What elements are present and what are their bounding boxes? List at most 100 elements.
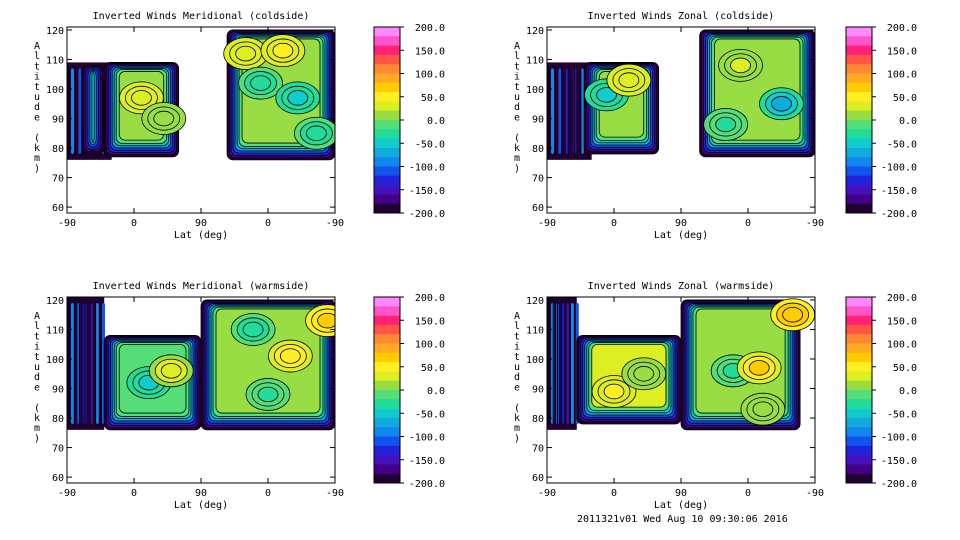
colorbar-swatch <box>846 324 872 335</box>
colorbar-swatch <box>374 101 400 111</box>
contour-ellipse <box>618 72 640 88</box>
y-axis-label-char: t <box>34 331 40 342</box>
contour-ellipse <box>272 42 294 59</box>
y-axis-label-char: t <box>514 352 520 363</box>
colorbar-swatch <box>846 203 872 214</box>
y-axis-label-char: ( <box>34 133 40 144</box>
colorbar-label: 0.0 <box>899 116 917 127</box>
colorbar-swatch <box>374 45 400 56</box>
colorbar-label: 100.0 <box>415 70 445 81</box>
x-tick-label: 0 <box>131 488 137 499</box>
y-axis-label-char: ( <box>34 403 40 414</box>
x-tick-label: 0 <box>265 488 271 499</box>
y-tick-label: 70 <box>52 174 64 185</box>
colorbar-swatch <box>846 352 872 363</box>
colorbar-swatch <box>846 82 872 93</box>
colorbar-swatch <box>846 399 872 409</box>
y-axis-label-char: A <box>514 41 520 52</box>
contour-ellipse <box>305 125 327 142</box>
colorbar-swatch <box>374 138 400 149</box>
colorbar-label: 50.0 <box>421 363 445 374</box>
contour-ellipse <box>730 57 751 74</box>
y-axis-label-char: ( <box>514 133 520 144</box>
y-axis-label-char: A <box>514 311 520 322</box>
colorbar-swatch <box>846 101 872 111</box>
y-axis-label-char: k <box>514 413 520 424</box>
colorbar-label: 150.0 <box>887 316 917 327</box>
colorbar-swatch <box>374 371 400 381</box>
contour-spot <box>305 304 335 338</box>
colorbar-swatch <box>374 54 400 65</box>
contour-ellipse <box>287 90 309 106</box>
chart-panel-4: Inverted Winds Zonal (warmside) -90 0 90 0 -9… <box>514 281 917 511</box>
contour-ellipse <box>596 87 617 103</box>
colorbar-swatch <box>374 92 400 102</box>
y-axis-label-char: t <box>34 61 40 72</box>
contour-ellipse <box>153 110 175 127</box>
contour-band <box>570 303 574 424</box>
x-axis-label: Lat (deg) <box>654 500 708 511</box>
x-tick-label: 0 <box>611 488 617 499</box>
y-axis-label-char: m <box>514 153 520 164</box>
y-axis-label-char: l <box>34 51 40 62</box>
y-axis-label-char: k <box>514 143 520 154</box>
colorbar-swatch <box>846 27 872 37</box>
colorbar-swatch <box>374 175 400 186</box>
x-tick-label: 0 <box>611 218 617 229</box>
colorbar-swatch <box>374 36 400 46</box>
contour-ellipse <box>782 306 804 323</box>
y-tick-label: 100 <box>526 355 544 366</box>
y-axis-label-char: k <box>34 143 40 154</box>
colorbar-swatch <box>374 157 400 167</box>
y-axis-label-char: d <box>34 102 40 113</box>
y-tick-label: 90 <box>52 385 64 396</box>
contour-spot <box>606 63 652 97</box>
x-tick-label: 90 <box>675 218 687 229</box>
y-axis-label-char: A <box>34 311 40 322</box>
colorbar: 200.0 150.0 100.0 50.0 0.0 -50.0 -100.0 -150.0 -… <box>845 293 917 490</box>
contour-spot <box>267 339 313 373</box>
y-tick-label: 90 <box>532 115 544 126</box>
y-tick-label: 110 <box>46 55 64 66</box>
colorbar-swatch <box>374 334 400 344</box>
contour-ellipse <box>771 96 792 112</box>
contour-band <box>91 70 95 144</box>
colorbar-swatch <box>374 445 400 456</box>
y-tick-label: 120 <box>46 26 64 37</box>
y-axis-label-char: u <box>514 362 520 373</box>
colorbar: 200.0 150.0 100.0 50.0 0.0 -50.0 -100.0 -150.0 -… <box>373 293 445 490</box>
colorbar-swatch <box>374 427 400 437</box>
contour-ellipse <box>748 360 770 376</box>
y-axis-label-char: e <box>34 382 40 393</box>
y-tick-label: 60 <box>52 473 64 484</box>
contour-band <box>71 68 74 154</box>
colorbar-swatch <box>374 436 400 447</box>
contour-ellipse <box>633 366 655 382</box>
y-tick-label: 70 <box>532 444 544 455</box>
plot-area <box>547 297 815 431</box>
y-axis-label-char: u <box>34 362 40 373</box>
y-axis-label-char: e <box>514 382 520 393</box>
y-tick-label: 80 <box>532 144 544 155</box>
y-axis-label-char: d <box>514 372 520 383</box>
colorbar-swatch <box>374 27 400 37</box>
contour-spot <box>718 48 763 82</box>
x-tick-label: 0 <box>745 488 751 499</box>
contour-spot <box>141 102 187 135</box>
colorbar-swatch <box>846 175 872 186</box>
x-tick-label: -90 <box>326 488 344 499</box>
colorbar-swatch <box>374 464 400 474</box>
x-tick-label: 90 <box>675 488 687 499</box>
chart-title: Inverted Winds Zonal (warmside) <box>588 281 775 292</box>
colorbar-swatch <box>846 464 872 474</box>
y-axis-label-char: e <box>514 112 520 123</box>
contour-ellipse <box>752 401 774 417</box>
colorbar-swatch <box>846 129 872 139</box>
contour-region <box>67 297 106 430</box>
colorbar-label: 0.0 <box>427 386 445 397</box>
y-axis-label-char: t <box>34 82 40 93</box>
colorbar-swatch <box>374 203 400 214</box>
colorbar-label: 100.0 <box>887 70 917 81</box>
colorbar-swatch <box>374 297 400 307</box>
contour-spot <box>148 354 194 388</box>
